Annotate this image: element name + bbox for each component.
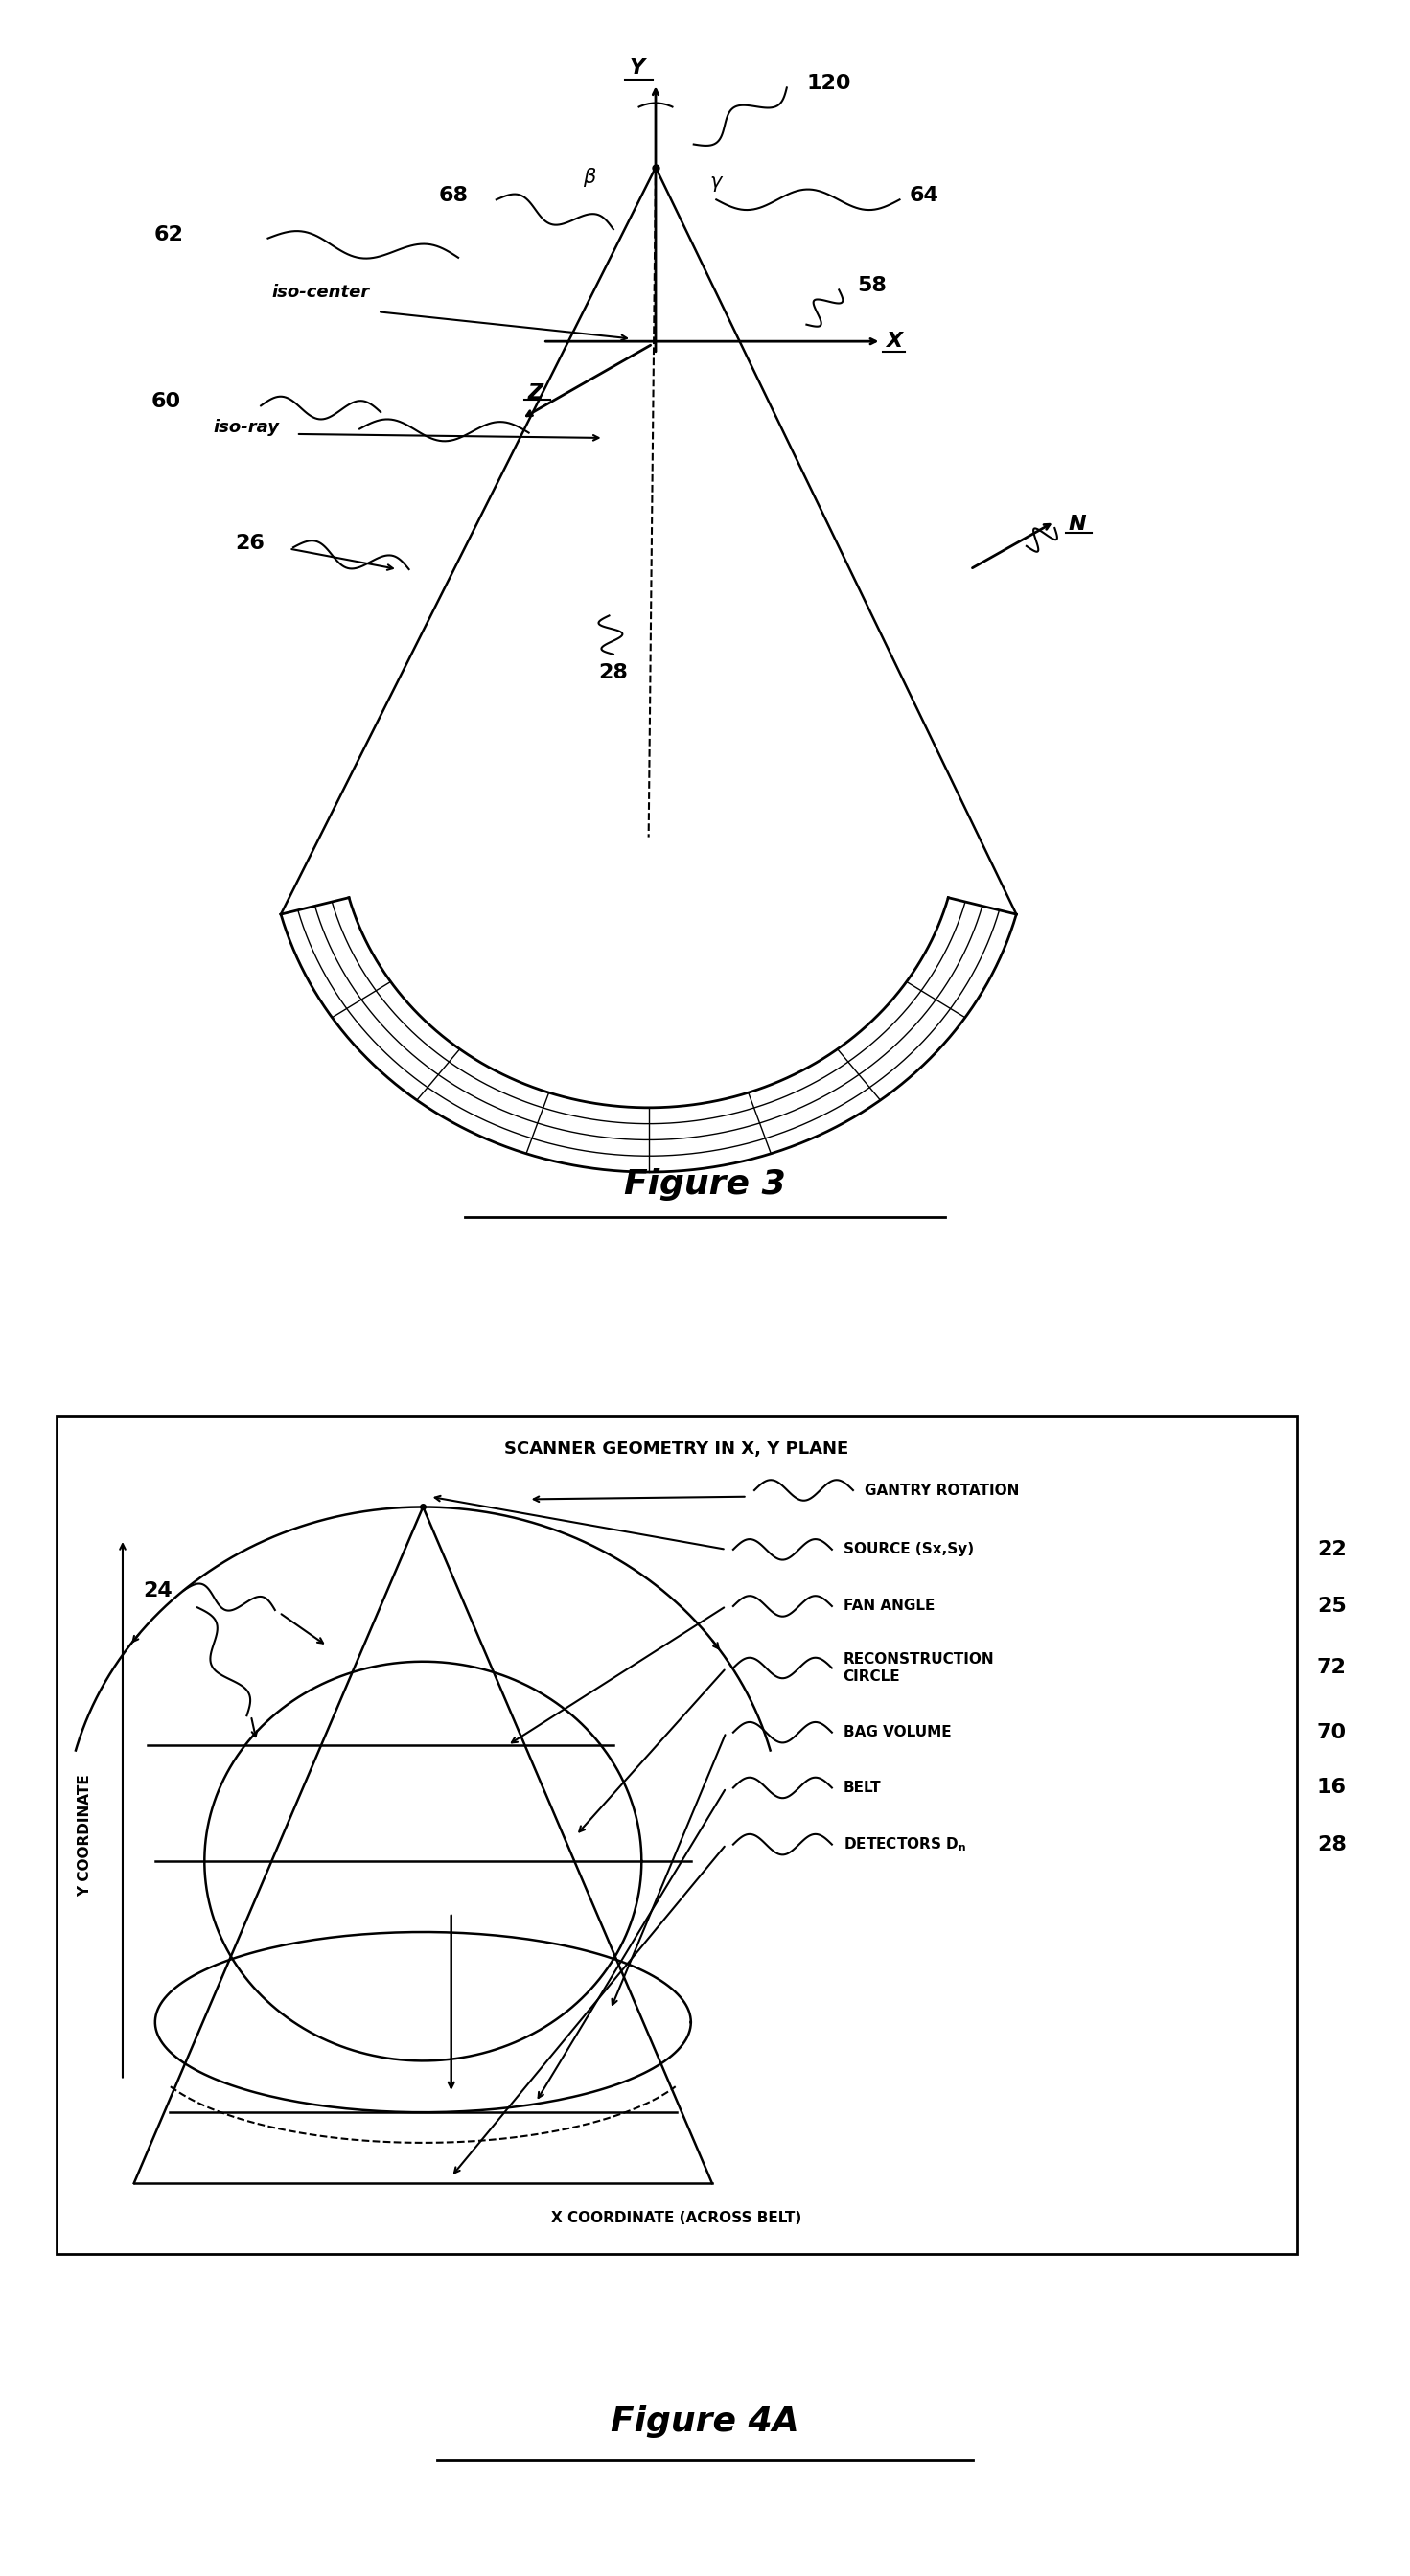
Text: Figure 3: Figure 3 xyxy=(625,1170,785,1200)
Text: N: N xyxy=(1069,515,1087,533)
Text: BAG VOLUME: BAG VOLUME xyxy=(843,1726,952,1739)
Text: 62: 62 xyxy=(154,224,183,245)
Text: X: X xyxy=(885,332,902,350)
Text: Y: Y xyxy=(630,59,644,77)
Text: 70: 70 xyxy=(1317,1723,1347,1741)
Text: BELT: BELT xyxy=(843,1780,881,1795)
Text: 28: 28 xyxy=(1317,1834,1347,1855)
Text: Figure 4A: Figure 4A xyxy=(611,2406,799,2437)
Bar xyxy=(56,1417,1297,2254)
Text: 72: 72 xyxy=(1317,1659,1347,1677)
Text: GANTRY ROTATION: GANTRY ROTATION xyxy=(864,1484,1019,1497)
Text: 60: 60 xyxy=(151,392,180,412)
Text: 16: 16 xyxy=(1317,1777,1347,1798)
Text: iso-ray: iso-ray xyxy=(213,420,279,435)
Text: SOURCE (Sx,Sy): SOURCE (Sx,Sy) xyxy=(843,1543,974,1556)
Text: 25: 25 xyxy=(1317,1597,1347,1615)
Text: SCANNER GEOMETRY IN X, Y PLANE: SCANNER GEOMETRY IN X, Y PLANE xyxy=(505,1440,849,1458)
Text: FAN ANGLE: FAN ANGLE xyxy=(843,1600,935,1613)
Text: 22: 22 xyxy=(1317,1540,1347,1558)
Text: RECONSTRUCTION
CIRCLE: RECONSTRUCTION CIRCLE xyxy=(843,1651,994,1685)
Text: 28: 28 xyxy=(599,662,627,683)
Text: Z: Z xyxy=(527,384,543,402)
Text: $\beta$: $\beta$ xyxy=(582,167,596,188)
Text: 26: 26 xyxy=(235,533,265,554)
Text: X COORDINATE (ACROSS BELT): X COORDINATE (ACROSS BELT) xyxy=(551,2210,802,2226)
Text: Y COORDINATE: Y COORDINATE xyxy=(78,1775,92,1896)
Text: 120: 120 xyxy=(807,75,852,93)
Text: iso-center: iso-center xyxy=(271,283,369,301)
Text: 58: 58 xyxy=(857,276,887,296)
Text: $\gamma$: $\gamma$ xyxy=(709,175,723,193)
Text: 24: 24 xyxy=(144,1582,172,1600)
Text: 64: 64 xyxy=(909,185,939,206)
Text: DETECTORS D$_\mathbf{n}$: DETECTORS D$_\mathbf{n}$ xyxy=(843,1837,966,1852)
Text: 68: 68 xyxy=(439,185,468,206)
